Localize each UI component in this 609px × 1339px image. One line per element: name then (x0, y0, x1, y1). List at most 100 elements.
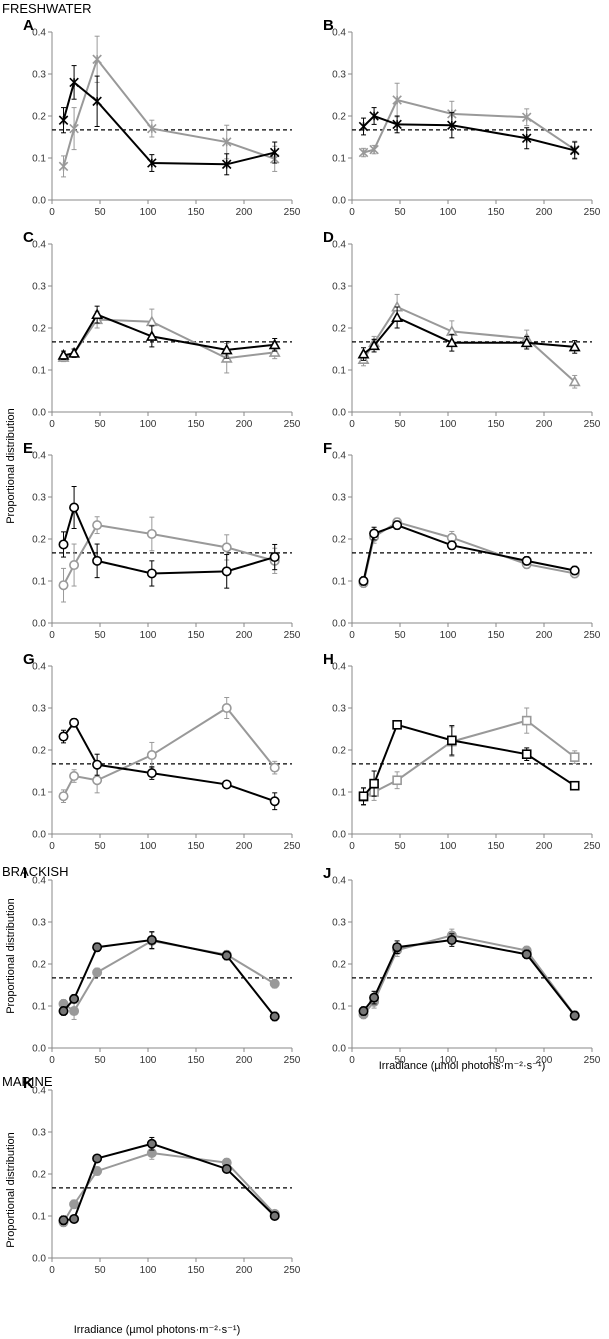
panel-a-series-light-point (58, 161, 69, 172)
panel-h-letter: H (323, 651, 334, 668)
panel-a-y-tick-label: 0.3 (32, 70, 46, 81)
panel-b-series-light-point (392, 95, 402, 105)
panel-e-y-tick-label: 0.3 (32, 493, 46, 504)
panel-k-series-dark-point (58, 1215, 69, 1226)
panel-k-y-tick-label: 0.2 (32, 1170, 46, 1181)
panel-h-series-dark-point (358, 791, 369, 802)
panel-i-series-dark (58, 931, 280, 1022)
panel-i-y-tick-label: 0.3 (32, 918, 46, 929)
panel-j: J 0.0 0.1 0.2 0.3 0.4 0 50 100 150 200 250 (323, 865, 601, 1066)
panel-b-x-tick-label: 50 (394, 207, 406, 218)
panel-d-x-tick-label: 100 (440, 419, 457, 430)
panel-f-series-dark-point (369, 528, 380, 539)
panel-h-series-light-point (569, 752, 580, 762)
panel-c-x-tick-label: 0 (49, 419, 55, 430)
panel-e-series-dark-line (62, 504, 276, 575)
section-marine-title: MARINE (2, 1074, 53, 1089)
panel-k-x-tick-label: 50 (94, 1265, 106, 1276)
panel-b-series-light (358, 82, 580, 159)
panel-d-x-tick-label: 200 (536, 419, 553, 430)
panel-j-series-dark (358, 933, 580, 1021)
panel-k-x-tick-label: 250 (284, 1265, 301, 1276)
panel-a-y-tick-label: 0.2 (32, 112, 46, 123)
panel-f-x-tick-label: 100 (440, 630, 457, 641)
panel-b-series-dark-point (569, 145, 580, 156)
panel-g-series-light-point (221, 702, 232, 713)
panel-h-x-tick-label: 150 (488, 841, 505, 852)
panel-k-x-tick-label: 200 (236, 1265, 253, 1276)
panel-c-x-tick-label: 200 (236, 419, 253, 430)
panel-e-letter: E (23, 440, 33, 457)
panel-g-y-tick-label: 0.2 (32, 746, 46, 757)
panel-j-x-tick-label: 0 (349, 1055, 355, 1066)
panel-d-y-tick-label: 0.3 (332, 282, 346, 293)
panel-e-x-tick-label: 200 (236, 630, 253, 641)
panel-f-y-tick-label: 0.3 (332, 493, 346, 504)
panel-j-series-dark-point (358, 1006, 369, 1017)
panel-d-x-tick-label: 150 (488, 419, 505, 430)
panel-e-series-light (58, 516, 280, 603)
panel-a-series-dark-point (221, 159, 232, 170)
panel-e-series-dark-point (58, 539, 69, 550)
panel-b-x-tick-label: 100 (440, 207, 457, 218)
panel-h-series-dark-point (569, 780, 580, 791)
panel-i-x-tick-label: 0 (49, 1055, 55, 1066)
panel-i-series-dark-point (58, 1006, 69, 1017)
panel-j-series-dark-point (446, 935, 457, 946)
panel-h-series-light-point (392, 775, 402, 786)
panel-c-y-tick-label: 0.3 (32, 282, 46, 293)
panel-c-y-tick-label: 0.0 (32, 408, 46, 419)
panel-d-y-tick-label: 0.0 (332, 408, 346, 419)
panel-h-series-light-point (521, 715, 532, 726)
panel-f-y-tick-label: 0.2 (332, 535, 346, 546)
panel-e: E 0.0 0.1 0.2 0.3 0.4 0 50 100 150 200 250 (23, 440, 301, 641)
panel-a-x-tick-label: 200 (236, 207, 253, 218)
panel-g-series-light (58, 697, 280, 803)
panel-b-series-dark-point (447, 120, 457, 131)
panel-i-series-dark-point (146, 935, 157, 946)
panel-g-x-tick-label: 250 (284, 841, 301, 852)
panel-g-series-light-point (269, 762, 280, 773)
y-axis-label-marine: Proportional distribution (5, 1132, 17, 1248)
panel-c-letter: C (23, 229, 34, 246)
panel-i-x-tick-label: 50 (94, 1055, 106, 1066)
panel-f-series-dark-point (392, 520, 403, 531)
panel-k: K 0.0 0.1 0.2 0.3 0.4 0 50 100 150 200 250 (23, 1075, 301, 1276)
panel-j-x-tick-label: 100 (440, 1055, 457, 1066)
panel-a-series-light (58, 35, 280, 178)
panel-h-series-dark-point (392, 719, 402, 730)
panel-g-y-tick-label: 0.3 (32, 704, 46, 715)
panel-h-x-tick-label: 50 (394, 841, 406, 852)
panel-i-series-dark-point (221, 950, 232, 961)
panel-j-x-tick-label: 50 (394, 1055, 406, 1066)
panel-e-series-light-point (92, 520, 103, 531)
panel-b-series-light-line (363, 98, 576, 154)
panel-f-x-tick-label: 250 (584, 630, 601, 641)
panel-e-series-light-point (146, 528, 157, 539)
panel-b-y-tick-label: 0.2 (332, 112, 346, 123)
panel-e-series-dark-point (146, 568, 157, 579)
panel-c-series-dark-point (268, 338, 281, 350)
panel-d-x-tick-label: 250 (584, 419, 601, 430)
panel-g-y-tick-label: 0.0 (32, 830, 46, 841)
panel-b-y-tick-label: 0.0 (332, 196, 346, 207)
panel-i-letter: I (23, 865, 27, 882)
panel-a-x-tick-label: 250 (284, 207, 301, 218)
panel-a-series-dark (58, 65, 280, 176)
panel-j-series-dark-point (369, 992, 380, 1003)
panel-d-series-dark-point (391, 311, 404, 322)
panel-g-series-light-point (92, 775, 103, 786)
panel-h-y-tick-label: 0.1 (332, 788, 346, 799)
panel-e-x-tick-label: 150 (188, 630, 205, 641)
panel-g-series-light-point (146, 750, 157, 761)
panel-f-y-tick-label: 0.1 (332, 577, 346, 588)
panel-h-y-tick-label: 0.2 (332, 746, 346, 757)
panel-d: D 0.0 0.1 0.2 0.3 0.4 0 50 100 150 200 250 (323, 229, 601, 430)
panel-c-x-tick-label: 250 (284, 419, 301, 430)
panel-i-series-dark-point (69, 993, 80, 1004)
panel-k-y-tick-label: 0.1 (32, 1212, 46, 1223)
panel-k-series-dark-point (269, 1211, 280, 1222)
panel-e-series-dark-point (92, 555, 103, 566)
panel-e-series-light-point (221, 542, 232, 553)
panel-h-x-tick-label: 250 (584, 841, 601, 852)
